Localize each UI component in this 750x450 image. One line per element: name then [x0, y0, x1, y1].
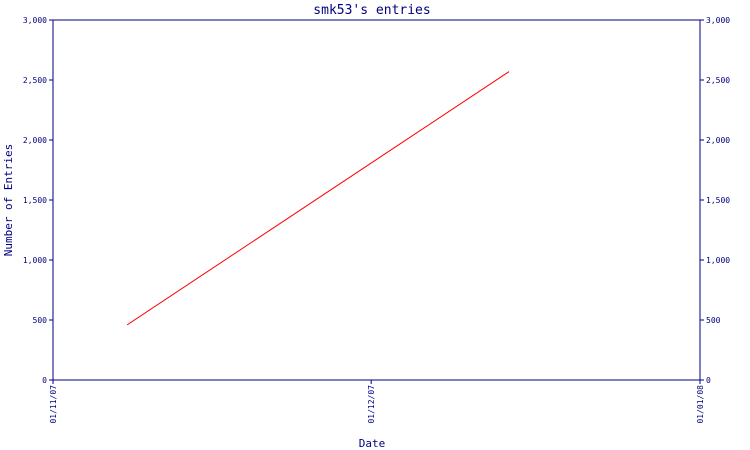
y-tick-label-left: 2,500 [23, 76, 47, 85]
y-tick-label-right: 1,000 [706, 256, 730, 265]
x-tick-label: 01/01/08 [696, 385, 705, 424]
y-tick-label-right: 2,500 [706, 76, 730, 85]
y-tick-label-left: 500 [33, 316, 48, 325]
chart-title: smk53's entries [313, 3, 430, 18]
x-tick-label: 01/11/07 [49, 385, 58, 424]
y-tick-label-right: 500 [706, 316, 721, 325]
y-axis-label: Number of Entries [2, 144, 15, 257]
y-tick-label-left: 1,500 [23, 196, 47, 205]
y-tick-label-left: 0 [42, 376, 47, 385]
series-layer [126, 71, 510, 326]
y-tick-label-right: 1,500 [706, 196, 730, 205]
x-axis-label: Date [359, 437, 386, 450]
plot-frame [52, 19, 701, 381]
y-tick-label-right: 0 [706, 376, 711, 385]
y-axis-left: 0 500 1,000 1,500 2,000 2,500 3,000 [23, 16, 53, 385]
x-axis: 01/11/07 01/12/07 01/01/08 [49, 380, 705, 424]
y-tick-label-right: 2,000 [706, 136, 730, 145]
y-tick-label-right: 3,000 [706, 16, 730, 25]
y-axis-right: 0 500 1,000 1,500 2,000 2,500 3,000 [700, 16, 730, 385]
series-line [126, 71, 510, 326]
x-tick-label: 01/12/07 [367, 385, 376, 424]
y-tick-label-left: 2,000 [23, 136, 47, 145]
y-tick-label-left: 3,000 [23, 16, 47, 25]
y-tick-label-left: 1,000 [23, 256, 47, 265]
